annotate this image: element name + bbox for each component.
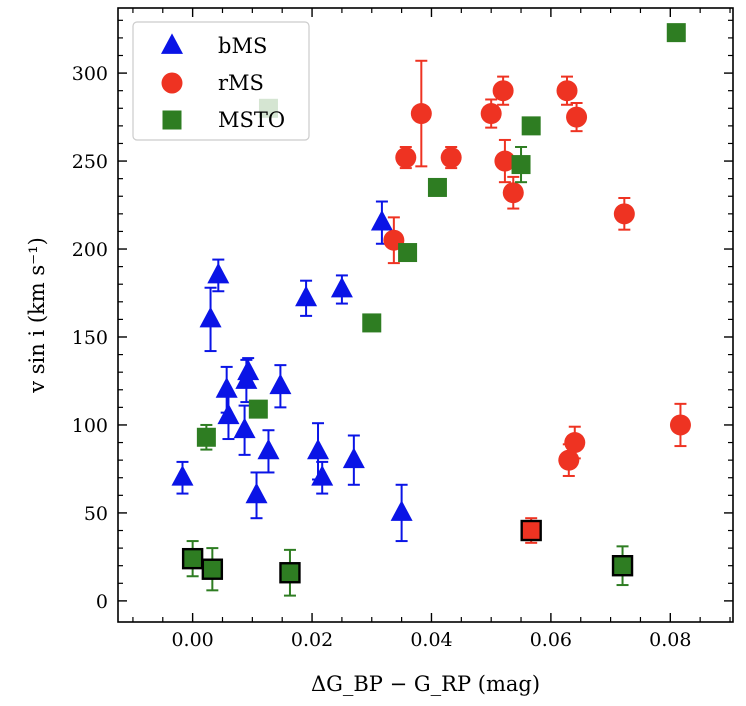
data-point bbox=[181, 547, 204, 570]
data-point bbox=[611, 555, 634, 577]
data-point bbox=[257, 438, 280, 460]
data-point bbox=[480, 103, 502, 125]
data-point bbox=[666, 23, 686, 43]
data-point bbox=[269, 373, 292, 395]
data-point bbox=[237, 359, 260, 381]
data-point bbox=[279, 562, 301, 584]
data-point bbox=[248, 399, 268, 419]
y-tick-label: 300 bbox=[72, 63, 108, 85]
data-point bbox=[362, 313, 382, 333]
data-point bbox=[342, 447, 365, 469]
y-tick-label: 250 bbox=[72, 151, 108, 173]
data-point bbox=[390, 500, 413, 521]
data-point bbox=[427, 177, 447, 197]
data-point bbox=[556, 80, 578, 102]
data-point bbox=[245, 482, 268, 504]
data-point bbox=[201, 558, 224, 580]
legend-label-bms: bMS bbox=[218, 34, 267, 58]
series-highlighted bbox=[181, 517, 634, 597]
data-point bbox=[311, 465, 334, 486]
x-tick-label: 0.04 bbox=[410, 629, 452, 651]
data-point bbox=[171, 465, 194, 486]
data-point bbox=[295, 285, 318, 307]
data-point bbox=[330, 276, 353, 298]
legend-marker-bms bbox=[161, 33, 183, 54]
data-point bbox=[440, 147, 462, 169]
data-point bbox=[395, 147, 417, 169]
series-rms bbox=[383, 59, 691, 477]
data-point bbox=[307, 438, 330, 460]
x-tick-label: 0.06 bbox=[530, 629, 572, 651]
data-point bbox=[410, 103, 432, 125]
data-point bbox=[564, 432, 586, 454]
plot-frame bbox=[117, 7, 734, 623]
y-tick-label: 50 bbox=[84, 503, 108, 525]
series-bms bbox=[171, 200, 413, 543]
x-tick-label: 0.02 bbox=[291, 629, 333, 651]
series-msto bbox=[196, 23, 686, 451]
legend-label-msto: MSTO bbox=[218, 108, 285, 132]
x-tick-label: 0.08 bbox=[649, 629, 691, 651]
y-tick-label: 100 bbox=[72, 415, 108, 437]
data-point bbox=[370, 209, 393, 231]
y-tick-label: 0 bbox=[96, 591, 108, 613]
x-tick-label: 0.00 bbox=[171, 629, 213, 651]
data-point bbox=[520, 519, 542, 542]
data-point bbox=[566, 106, 588, 128]
data-point bbox=[196, 427, 216, 447]
data-point bbox=[215, 377, 238, 398]
data-point bbox=[494, 150, 516, 172]
data-point bbox=[398, 243, 418, 263]
y-tick-label: 200 bbox=[72, 239, 108, 261]
y-tick-label: 150 bbox=[72, 327, 108, 349]
data-point bbox=[511, 155, 531, 175]
data-marks bbox=[171, 23, 691, 597]
y-axis-label: v sin i (km s⁻¹) bbox=[25, 237, 49, 394]
axes: 0.00 0.02 0.04 0.06 0.08 0 50 100 150 200 250 300 bbox=[72, 7, 734, 651]
data-point bbox=[502, 182, 524, 204]
data-point bbox=[669, 414, 691, 436]
data-point bbox=[207, 262, 230, 284]
legend-label-rms: rMS bbox=[218, 71, 264, 95]
data-point bbox=[613, 203, 635, 225]
data-point bbox=[492, 80, 514, 102]
legend-marker-rms bbox=[161, 72, 183, 94]
data-point bbox=[199, 306, 222, 328]
x-axis-label: ΔG_BP − G_RP (mag) bbox=[311, 672, 540, 696]
legend-marker-msto bbox=[162, 110, 182, 130]
data-point bbox=[521, 116, 541, 136]
data-point bbox=[217, 403, 240, 425]
data-point bbox=[233, 417, 256, 439]
legend: bMS rMS MSTO bbox=[132, 21, 310, 141]
